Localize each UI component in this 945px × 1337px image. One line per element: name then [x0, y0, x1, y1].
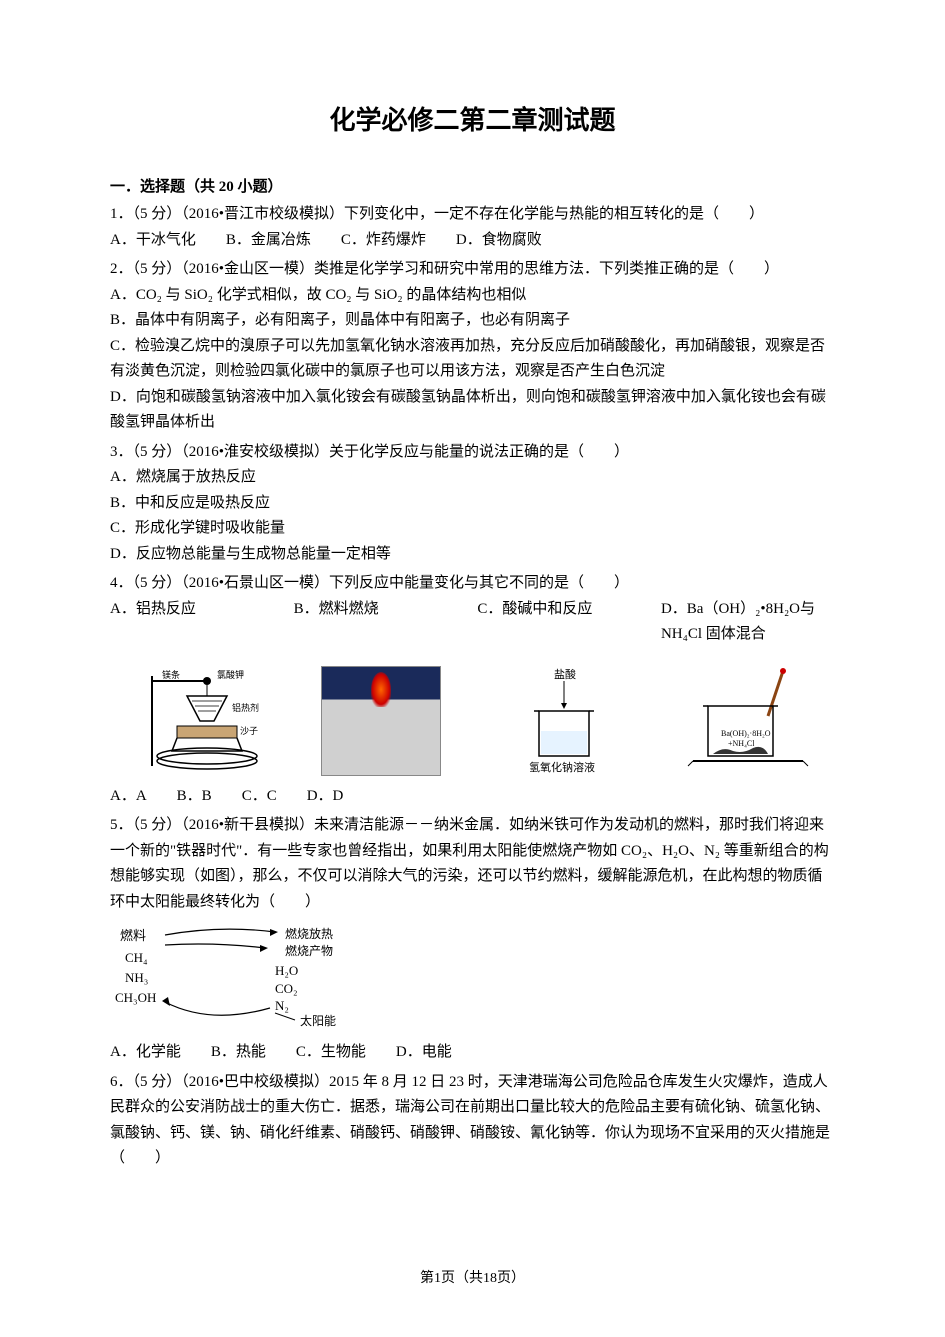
- question-4: 4．（5 分）（2016•石景山区一模）下列反应中能量变化与其它不同的是（ ） …: [110, 571, 835, 809]
- q3-optC: C．形成化学键时吸收能量: [110, 516, 835, 542]
- question-2: 2．（5 分）（2016•金山区一模）类推是化学学习和研究中常用的思维方法．下列…: [110, 257, 835, 436]
- q4-img-neutralization: 盐酸 氢氧化钠溶液: [477, 666, 651, 776]
- q4-optB: B．燃料燃烧: [294, 597, 468, 648]
- q4-ansC: C．C: [242, 784, 277, 810]
- page-title: 化学必修二第二章测试题: [110, 100, 835, 137]
- question-6: 6．（5 分）（2016•巴中校级模拟）2015 年 8 月 12 日 23 时…: [110, 1070, 835, 1172]
- svg-text:CH₃OH: CH₃OH: [115, 990, 156, 1005]
- q2-options: A．CO₂ 与 SiO₂ 化学式相似，故 CO₂ 与 SiO₂ 的晶体结构也相似…: [110, 283, 835, 436]
- question-5: 5．（5 分）（2016•新干县模拟）未来清洁能源－－纳米金属．如纳米铁可作为发…: [110, 813, 835, 1066]
- q2-optB: B．晶体中有阴离子，必有阳离子，则晶体中有阳离子，也必有阴离子: [110, 308, 835, 334]
- q4-ansA: A．A: [110, 784, 147, 810]
- question-1: 1．（5 分）（2016•晋江市校级模拟）下列变化中，一定不存在化学能与热能的相…: [110, 202, 835, 253]
- q5-options: A．化学能 B．热能 C．生物能 D．电能: [110, 1040, 835, 1066]
- svg-text:N₂: N₂: [275, 998, 289, 1013]
- q4-optA: A．铝热反应: [110, 597, 284, 648]
- q1-stem: 1．（5 分）（2016•晋江市校级模拟）下列变化中，一定不存在化学能与热能的相…: [110, 202, 835, 228]
- q4-options-row: A．铝热反应 B．燃料燃烧 C．酸碱中和反应 D．Ba（OH）₂•8H₂O与 N…: [110, 597, 835, 648]
- svg-text:+NH₄Cl: +NH₄Cl: [728, 739, 755, 748]
- q1-optA: A．干冰气化: [110, 228, 196, 254]
- q4-ansB: B．B: [177, 784, 212, 810]
- q3-optB: B．中和反应是吸热反应: [110, 491, 835, 517]
- q3-optD: D．反应物总能量与生成物总能量一定相等: [110, 542, 835, 568]
- q4-img-thermite: 镁条 氯酸钾 铝热剂 沙子: [110, 666, 284, 776]
- q1-optB: B．金属冶炼: [226, 228, 311, 254]
- q1-optD: D．食物腐败: [456, 228, 542, 254]
- q1-optC: C．炸药爆炸: [341, 228, 426, 254]
- q4-optC: C．酸碱中和反应: [477, 597, 651, 648]
- svg-text:太阳能: 太阳能: [300, 1013, 336, 1028]
- q5-optD: D．电能: [396, 1040, 452, 1066]
- q4-images-row: 镁条 氯酸钾 铝热剂 沙子 盐酸 氢氧化钠溶液: [110, 656, 835, 776]
- q4-answer-options: A．A B．B C．C D．D: [110, 784, 835, 810]
- svg-text:Ba(OH)₂·8H₂O: Ba(OH)₂·8H₂O: [721, 729, 771, 738]
- q3-optA: A．燃烧属于放热反应: [110, 465, 835, 491]
- q5-optB: B．热能: [211, 1040, 266, 1066]
- svg-text:燃烧产物: 燃烧产物: [285, 943, 333, 958]
- q3-stem: 3．（5 分）（2016•淮安校级模拟）关于化学反应与能量的说法正确的是（ ）: [110, 440, 835, 466]
- svg-text:H₂O: H₂O: [275, 963, 298, 978]
- q4-ansD: D．D: [307, 784, 344, 810]
- svg-text:盐酸: 盐酸: [554, 667, 576, 681]
- svg-text:燃料: 燃料: [120, 928, 146, 943]
- svg-text:沙子: 沙子: [240, 726, 258, 736]
- q4-stem: 4．（5 分）（2016•石景山区一模）下列反应中能量变化与其它不同的是（ ）: [110, 571, 835, 597]
- q4-optD: D．Ba（OH）₂•8H₂O与 NH₄Cl 固体混合: [661, 597, 835, 648]
- q2-optA: A．CO₂ 与 SiO₂ 化学式相似，故 CO₂ 与 SiO₂ 的晶体结构也相似: [110, 283, 835, 309]
- svg-text:氢氧化钠溶液: 氢氧化钠溶液: [529, 760, 595, 774]
- q5-optC: C．生物能: [296, 1040, 366, 1066]
- svg-text:燃烧放热: 燃烧放热: [285, 926, 333, 941]
- question-3: 3．（5 分）（2016•淮安校级模拟）关于化学反应与能量的说法正确的是（ ） …: [110, 440, 835, 568]
- q2-optD: D．向饱和碳酸氢钠溶液中加入氯化铵会有碳酸氢钠晶体析出，则向饱和碳酸氢钾溶液中加…: [110, 385, 835, 436]
- svg-text:铝热剂: 铝热剂: [232, 702, 259, 713]
- q5-diagram: 燃料 CH₄ NH₃ CH₃OH 燃烧放热 燃烧产物 H₂O CO₂ N₂ 太阳…: [110, 920, 390, 1035]
- q2-optC: C．检验溴乙烷中的溴原子可以先加氢氧化钠水溶液再加热，充分反应后加硝酸酸化，再加…: [110, 334, 835, 385]
- q4-img-barium: Ba(OH)₂·8H₂O +NH₄Cl: [661, 666, 835, 776]
- q5-stem: 5．（5 分）（2016•新干县模拟）未来清洁能源－－纳米金属．如纳米铁可作为发…: [110, 813, 835, 915]
- svg-text:镁条: 镁条: [162, 669, 180, 680]
- q6-stem: 6．（5 分）（2016•巴中校级模拟）2015 年 8 月 12 日 23 时…: [110, 1070, 835, 1172]
- page-footer: 第1页（共18页）: [0, 1267, 945, 1287]
- svg-text:氯酸钾: 氯酸钾: [217, 669, 244, 680]
- svg-text:CH₄: CH₄: [125, 950, 148, 965]
- section-heading: 一．选择题（共 20 小题）: [110, 175, 835, 196]
- q2-stem: 2．（5 分）（2016•金山区一模）类推是化学学习和研究中常用的思维方法．下列…: [110, 257, 835, 283]
- q1-options: A．干冰气化 B．金属冶炼 C．炸药爆炸 D．食物腐败: [110, 228, 835, 254]
- q4-img-burner: [294, 666, 468, 776]
- q5-optA: A．化学能: [110, 1040, 181, 1066]
- q3-options: A．燃烧属于放热反应 B．中和反应是吸热反应 C．形成化学键时吸收能量 D．反应…: [110, 465, 835, 567]
- svg-text:CO₂: CO₂: [275, 981, 298, 996]
- svg-text:NH₃: NH₃: [125, 970, 148, 985]
